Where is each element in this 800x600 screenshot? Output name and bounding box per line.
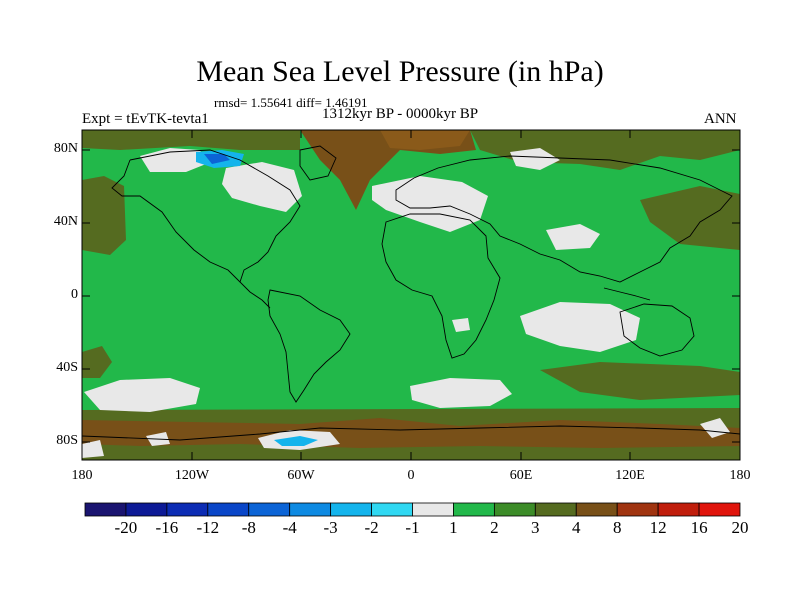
map-title: Mean Sea Level Pressure (in hPa) (196, 55, 604, 88)
colorbar-label: 8 (612, 518, 622, 537)
colorbar-swatch (412, 502, 454, 517)
colorbar-label: 3 (531, 518, 540, 537)
colorbar-swatch (616, 502, 659, 517)
olive-region (82, 130, 300, 150)
negative-region (274, 436, 318, 446)
coastline-indonesia (603, 287, 651, 301)
colorbar-swatch (289, 502, 332, 517)
colorbar-label: -16 (155, 518, 179, 537)
colorbar-label: -20 (114, 518, 138, 537)
rmsd-diff-stats: rmsd= 1.55641 diff= 1.46191 (214, 95, 368, 110)
near-zero-region (700, 418, 730, 438)
colorbar-label: -8 (241, 518, 256, 537)
coastline-north-america (129, 149, 301, 309)
olive-region (82, 176, 126, 255)
colorbar-label: 12 (649, 518, 667, 537)
time-period-label: 1312kyr BP - 0000kyr BP (322, 106, 479, 122)
lon-label: 180 (729, 468, 751, 483)
coastline-antarctica (81, 425, 741, 441)
coastline-eurasia (395, 155, 733, 283)
brown-region (380, 130, 470, 150)
lat-label: 40N (53, 214, 78, 229)
lon-label: 120W (174, 468, 210, 483)
colorbar-swatch (207, 502, 250, 517)
colorbar-swatch (125, 502, 168, 517)
colorbar-label: -1 (405, 518, 420, 537)
colorbar-swatch (575, 502, 618, 517)
lat-label: 0 (71, 287, 78, 302)
colorbar-label: 4 (572, 518, 581, 537)
colorbar-label: -3 (323, 518, 338, 537)
near-zero-region (510, 148, 560, 170)
colorbar-swatch (453, 502, 495, 517)
map-panel (81, 129, 741, 461)
coastline-north-america-west (111, 159, 241, 283)
near-zero-region (546, 224, 600, 250)
colorbar-label: 20 (731, 518, 749, 537)
coastline-australia (619, 303, 695, 357)
olive-region (540, 362, 740, 400)
lon-label: 60W (287, 468, 315, 483)
lat-label: 80S (56, 433, 78, 448)
near-zero-region (82, 440, 104, 458)
near-zero-region (140, 148, 206, 172)
olive-region (640, 186, 740, 250)
negative-region (204, 154, 230, 164)
near-zero-region (452, 318, 470, 332)
brown-region (82, 418, 740, 448)
experiment-label: Expt = tEvTK-tevta1 (82, 111, 209, 127)
axis-ticks (81, 130, 741, 460)
colorbar-swatch (371, 502, 413, 517)
lon-label: 60E (509, 468, 533, 483)
brown-region (300, 130, 476, 210)
colorbar-swatch (330, 502, 372, 517)
coastline-greenland (299, 145, 337, 181)
colorbar-label: -12 (196, 518, 220, 537)
colorbar-swatch (248, 502, 291, 517)
near-zero-region (410, 378, 512, 408)
lat-label: 40S (56, 360, 78, 375)
colorbar-swatch (84, 502, 127, 517)
colorbar-swatch (698, 502, 741, 517)
coastline-africa (381, 213, 501, 359)
season-label: ANN (704, 111, 737, 127)
lon-label: 120E (615, 468, 645, 483)
colorbar-label: 16 (690, 518, 708, 537)
colorbar-swatch (534, 502, 577, 517)
near-zero-region (520, 302, 640, 352)
coastline-south-america (267, 289, 351, 403)
colorbar (84, 502, 741, 517)
lon-label: 0 (407, 468, 415, 483)
colorbar-label: -2 (364, 518, 379, 537)
colorbar-swatch (493, 502, 536, 517)
colorbar-swatch (657, 502, 700, 517)
colorbar-label: -4 (282, 518, 297, 537)
near-zero-region (222, 162, 302, 212)
colorbar-label: 1 (449, 518, 458, 537)
colorbar-label: 2 (490, 518, 499, 537)
colorbar-swatch (166, 502, 209, 517)
coastlines (81, 145, 741, 441)
olive-region (82, 346, 112, 378)
lon-label: 180 (71, 468, 93, 483)
near-zero-region (84, 378, 200, 412)
lat-label: 80N (53, 141, 78, 156)
